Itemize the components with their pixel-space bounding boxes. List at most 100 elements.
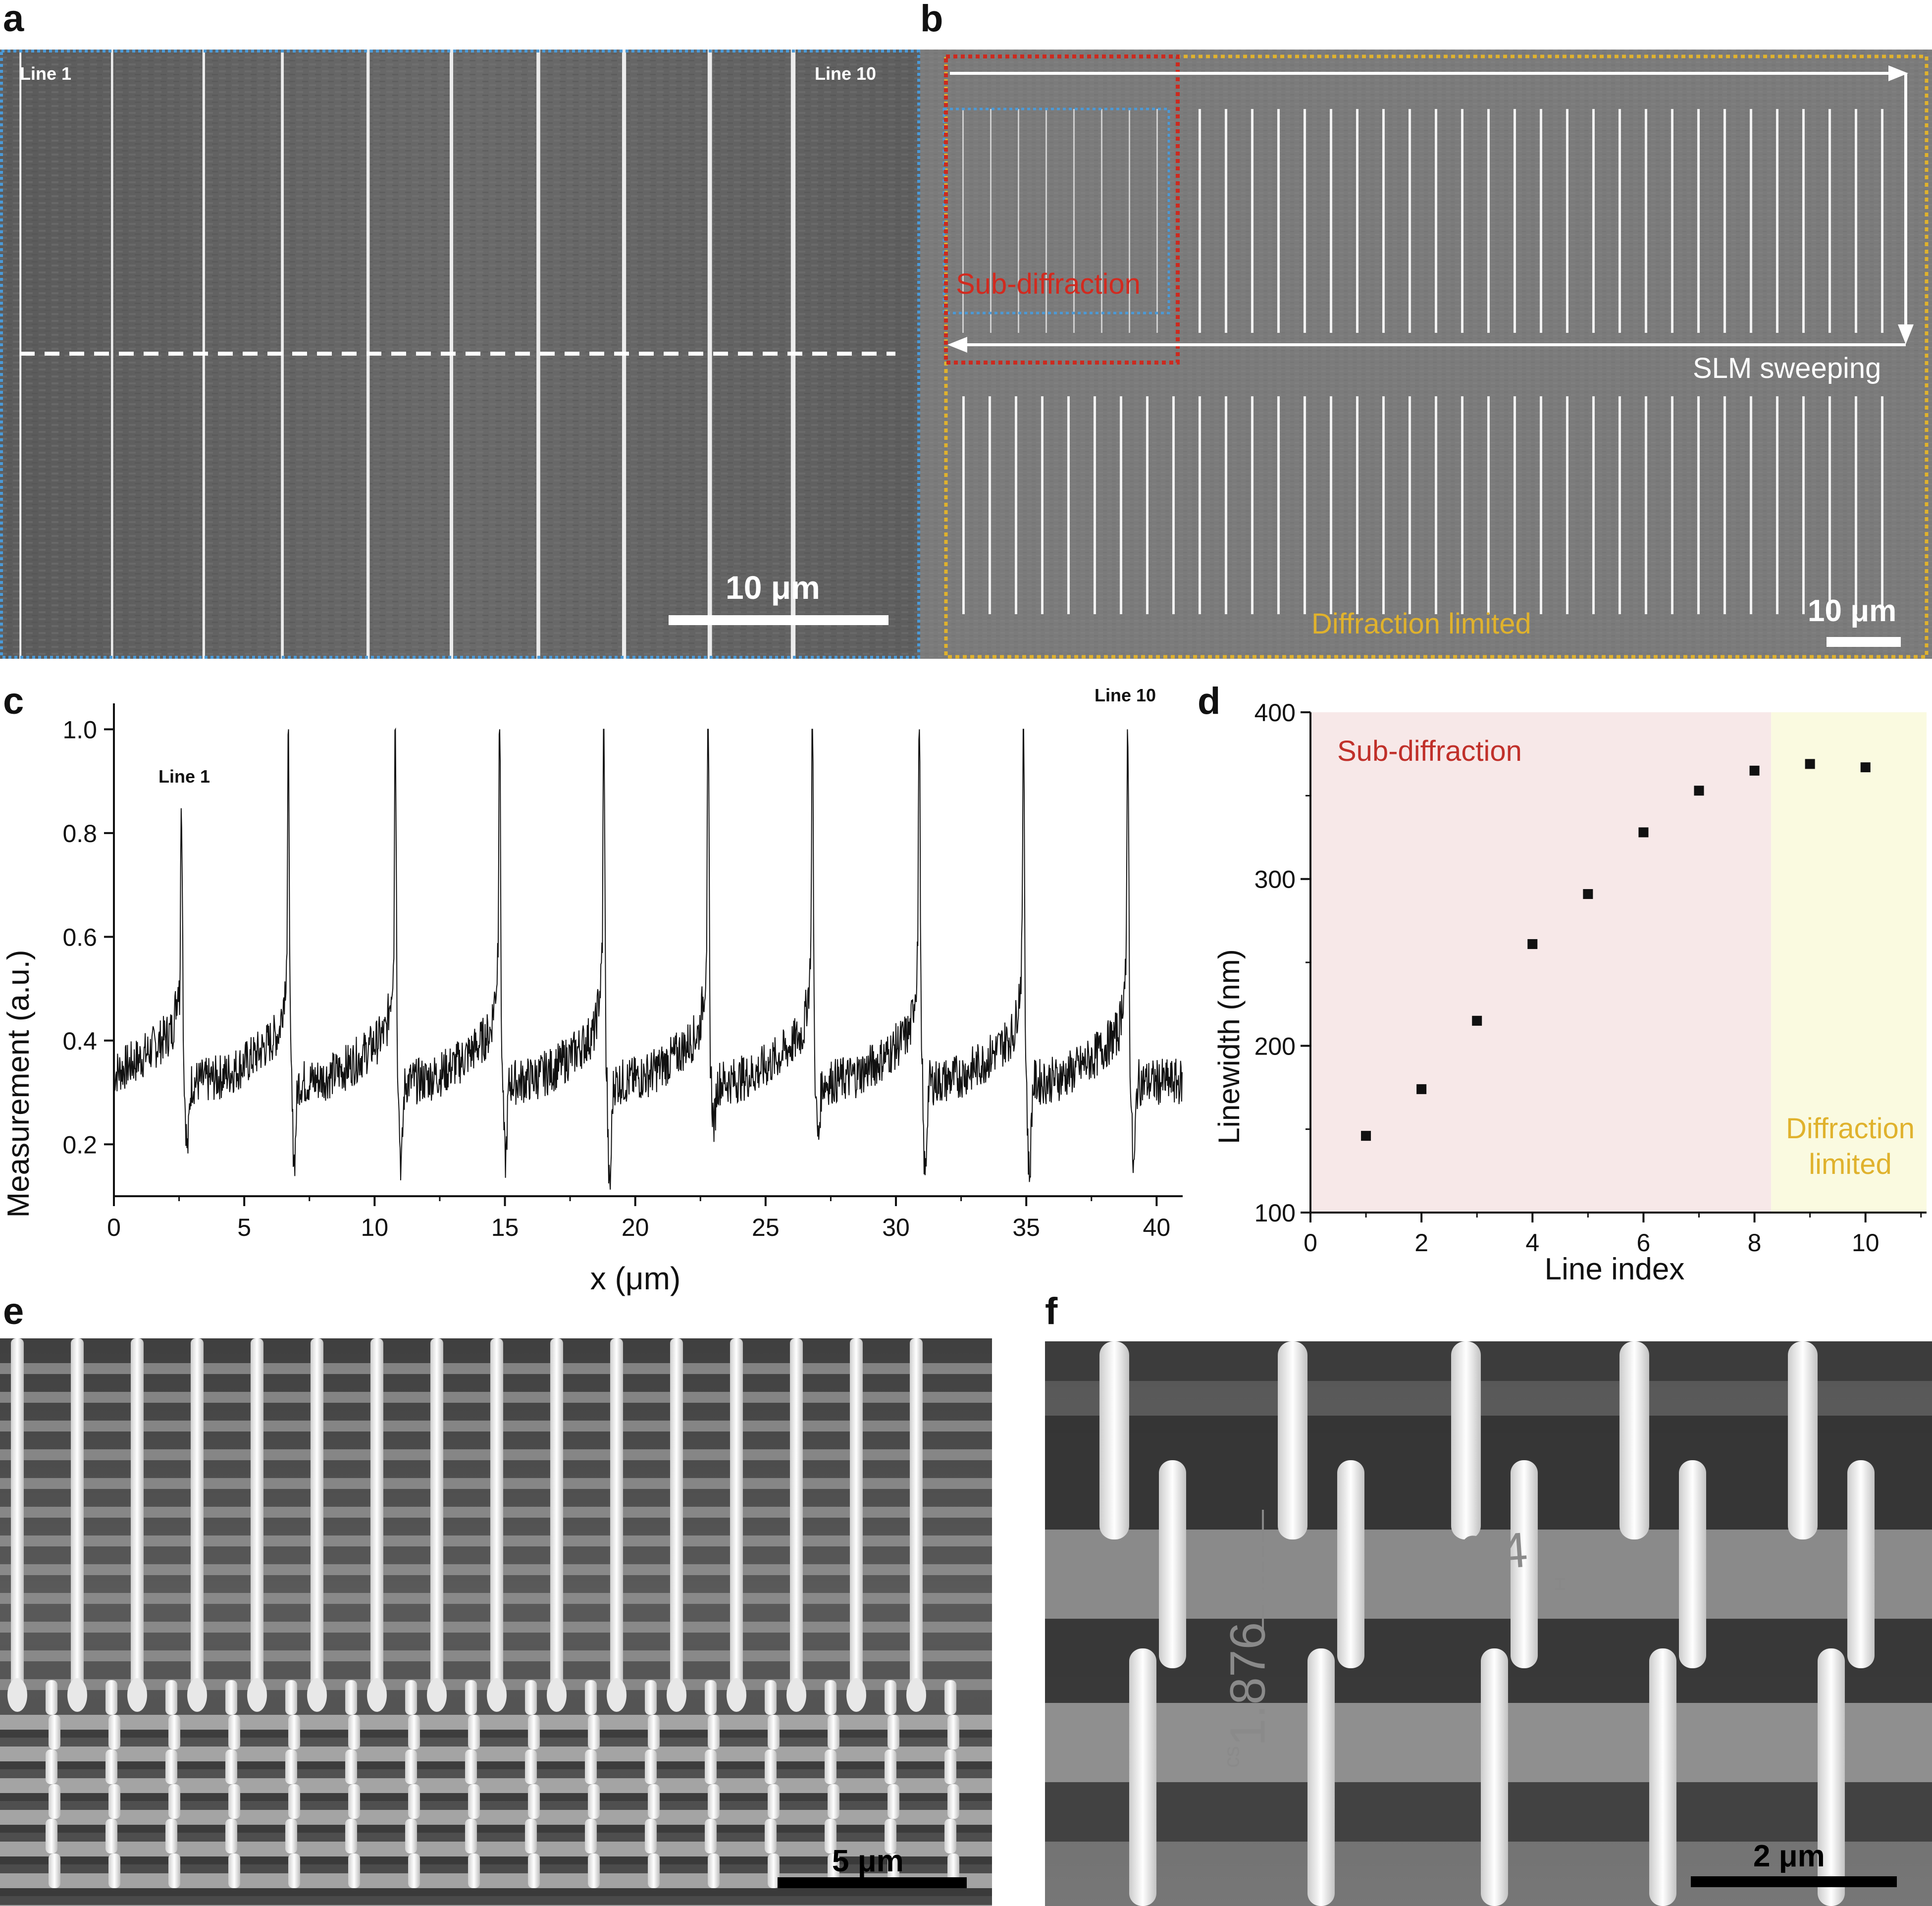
panel-b-bottom-line-3 [1015, 396, 1017, 614]
panel-e-pillar-lower [405, 1749, 417, 1784]
panel-f-pillar [1649, 1648, 1676, 1906]
panel-b-bottom-line-15 [1330, 396, 1332, 614]
panel-c-chart: 0 5 10 15 20 25 30 35 40 0.2 0.4 0.6 0.8 1.0 x (μm) M… [1, 685, 1183, 1296]
panel-f-pillar [1679, 1460, 1706, 1668]
panel-d-diffraction-label-1: Diffraction [1786, 1112, 1915, 1145]
panel-e-pillar-node [846, 1678, 866, 1712]
panel-e-pillar-upper [850, 1338, 863, 1695]
panel-e-pillar-lower [408, 1784, 420, 1819]
panel-e-pillar-lower [348, 1853, 360, 1888]
panel-e-pillar-node [127, 1678, 147, 1712]
panel-a-frame [0, 50, 920, 659]
panel-e-pillar-lower [345, 1819, 357, 1853]
panel-b-bottom-line-25 [1592, 396, 1595, 614]
panel-c-xtick-label: 20 [622, 1214, 649, 1241]
panel-e-pillar-node [427, 1678, 447, 1712]
panel-e-pillar-lower [888, 1715, 899, 1749]
panel-d-xtick-label: 4 [1525, 1229, 1539, 1257]
panel-e-pillar-node [367, 1678, 387, 1712]
panel-e-pillar-upper [730, 1338, 743, 1695]
panel-e-pillar-lower [768, 1715, 780, 1749]
panel-f-pillar [1481, 1648, 1508, 1906]
panel-e-pillar-node [307, 1678, 327, 1712]
panel-b-top-line-20 [1697, 109, 1700, 333]
panel-e-pillar-lower [825, 1749, 836, 1784]
panel-d-point-10 [1860, 762, 1871, 773]
panel-e-pillar-lower [645, 1819, 657, 1853]
panel-f-label: f [1045, 1290, 1058, 1332]
panel-e-pillar-lower [944, 1819, 956, 1853]
panel-e-pillar-lower [228, 1784, 240, 1819]
panel-a-line1-label: Line 1 [20, 63, 72, 84]
panel-e-pillar-lower [288, 1853, 300, 1888]
panel-d-point-7 [1694, 786, 1704, 796]
panel-b-top-line-17 [1619, 109, 1621, 333]
panel-a-line-4 [281, 50, 284, 659]
panel-f-pillar [1337, 1460, 1364, 1668]
panel-b-bottom-line-20 [1461, 396, 1463, 614]
panel-d-diffraction-label-2: limited [1809, 1148, 1892, 1180]
panel-e-pillar-lower [888, 1784, 899, 1819]
panel-a-line10-label: Line 10 [815, 63, 877, 84]
panel-e-pillar-lower [168, 1853, 180, 1888]
panel-e-pillar-upper [490, 1338, 503, 1695]
panel-b-top-line-13 [1514, 109, 1516, 333]
panel-b-bottom-line-6 [1094, 396, 1096, 614]
panel-b-bottom-line-17 [1382, 396, 1385, 614]
panel-e-pillar-lower [468, 1715, 480, 1749]
panel-b-top-line-4 [1277, 109, 1280, 333]
panel-e-pillar-lower [525, 1819, 537, 1853]
panel-b-top-line-25 [1828, 109, 1831, 333]
panel-e-pillar-upper [191, 1338, 204, 1695]
panel-d-point-8 [1749, 765, 1760, 776]
panel-e-pillar-lower [345, 1680, 357, 1715]
panel-b-sub-line-34 [1129, 109, 1130, 333]
panel-b-bottom-line-22 [1514, 396, 1516, 614]
panel-d-label: d [1198, 680, 1221, 722]
panel-e-gap [0, 1793, 992, 1801]
panel-f-band-dark-1 [1045, 1416, 1932, 1530]
panel-e-layer [0, 1810, 992, 1825]
panel-b-bottom-line-8 [1146, 396, 1149, 614]
panel-b-sub-line-29 [990, 109, 992, 333]
panel-e-layer [0, 1905, 992, 1906]
panel-b-top-line-19 [1671, 109, 1673, 333]
panel-e-pillar-lower [165, 1749, 177, 1784]
panel-e-pillar-lower [525, 1680, 537, 1715]
panel-e-pillar-lower [588, 1715, 600, 1749]
panel-e-pillar-lower [528, 1715, 540, 1749]
panel-f-measure-prefix: cs [1380, 1530, 1404, 1556]
panel-e-pillar-lower [465, 1749, 477, 1784]
panel-d-point-4 [1527, 939, 1538, 949]
panel-b-bottom-line-4 [1041, 396, 1044, 614]
panel-f-measure-vertical: cs1.876 μm [1220, 1525, 1277, 1782]
panel-e-pillar-lower [885, 1680, 896, 1715]
panel-e-pillar-lower [405, 1819, 417, 1853]
panel-b-sub-line-33 [1101, 109, 1102, 333]
panel-e-pillar-lower [285, 1749, 297, 1784]
panel-e-pillar-lower [705, 1680, 717, 1715]
panel-b-top-line-1 [1199, 109, 1201, 333]
panel-e-pillar-upper [910, 1338, 923, 1695]
panel-e-pillar-upper [131, 1338, 144, 1695]
panel-d-subdiffraction-label: Sub-diffraction [1337, 735, 1522, 767]
panel-e-pillar-lower [405, 1680, 417, 1715]
panel-b-subdiffraction-label: Sub-diffraction [956, 268, 1141, 300]
panel-f-pillar [1818, 1648, 1845, 1906]
panel-c-label: c [3, 680, 24, 722]
panel-e-pillar-lower [288, 1784, 300, 1819]
panel-e-pillar-lower [225, 1819, 237, 1853]
panel-f-pillar [1788, 1341, 1818, 1539]
panel-c-ytick-label: 0.4 [62, 1027, 97, 1055]
panel-d-diffraction-region [1771, 712, 1927, 1213]
panel-b-top-line-9 [1409, 109, 1411, 333]
panel-b-scalebar [1827, 637, 1901, 647]
panel-b-bottom-line-5 [1067, 396, 1070, 614]
panel-f-pillar [1619, 1341, 1649, 1539]
panel-e-pillar-lower [465, 1680, 477, 1715]
panel-d-xtick-label: 6 [1637, 1229, 1651, 1257]
panel-e-pillar-upper [670, 1338, 683, 1695]
panel-b-top-line-12 [1487, 109, 1490, 333]
panel-d-chart: 0 2 4 6 8 10 100 200 300 400 Line index Linewidth… [1212, 699, 1927, 1286]
panel-b-top-line-7 [1356, 109, 1358, 333]
